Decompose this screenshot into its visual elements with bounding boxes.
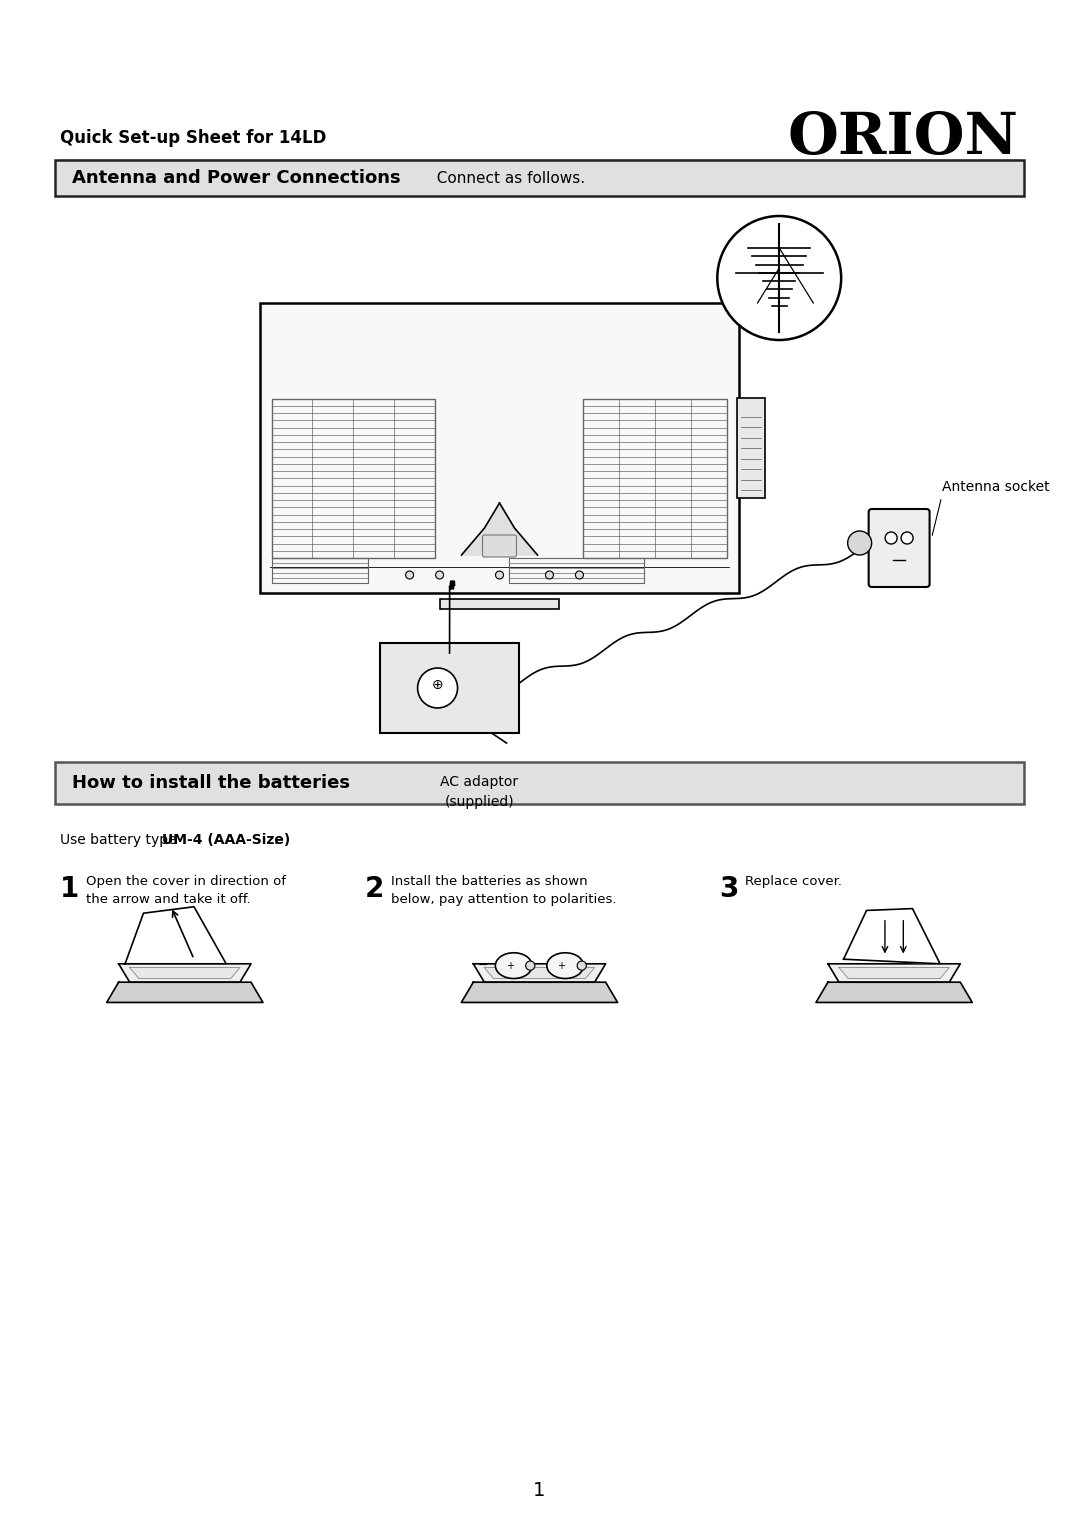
Polygon shape — [828, 964, 960, 983]
Polygon shape — [843, 909, 940, 964]
Text: ⊕: ⊕ — [432, 678, 444, 692]
Polygon shape — [484, 967, 595, 978]
FancyBboxPatch shape — [440, 599, 559, 610]
Text: Antenna and Power Connections: Antenna and Power Connections — [72, 170, 401, 186]
Circle shape — [886, 532, 897, 544]
Text: Quick Set-up Sheet for 14LD: Quick Set-up Sheet for 14LD — [60, 128, 326, 147]
Text: 2: 2 — [365, 876, 384, 903]
Polygon shape — [461, 983, 618, 1002]
Circle shape — [435, 571, 444, 579]
Ellipse shape — [546, 953, 583, 978]
Text: 1: 1 — [534, 1481, 545, 1499]
Text: Connect as follows.: Connect as follows. — [427, 171, 584, 185]
Text: UM-4 (AAA-Size): UM-4 (AAA-Size) — [162, 833, 291, 847]
FancyBboxPatch shape — [55, 762, 1024, 804]
Text: 1: 1 — [60, 876, 79, 903]
Polygon shape — [839, 967, 949, 978]
FancyBboxPatch shape — [738, 397, 766, 498]
Text: Antenna socket: Antenna socket — [942, 480, 1049, 494]
Polygon shape — [816, 983, 972, 1002]
Circle shape — [418, 668, 458, 707]
Text: +: + — [557, 961, 566, 970]
Circle shape — [496, 571, 503, 579]
Circle shape — [577, 961, 586, 970]
Polygon shape — [461, 503, 538, 555]
Text: Install the batteries as shown
below, pay attention to polarities.: Install the batteries as shown below, pa… — [391, 876, 616, 906]
Polygon shape — [107, 983, 262, 1002]
Circle shape — [406, 571, 414, 579]
Circle shape — [717, 215, 841, 341]
FancyBboxPatch shape — [260, 303, 740, 593]
Polygon shape — [130, 967, 240, 978]
Text: Replace cover.: Replace cover. — [745, 876, 842, 888]
Text: Open the cover in direction of
the arrow and take it off.: Open the cover in direction of the arrow… — [86, 876, 286, 906]
Circle shape — [901, 532, 913, 544]
Text: How to install the batteries: How to install the batteries — [72, 775, 350, 792]
FancyBboxPatch shape — [868, 509, 930, 587]
Text: Use battery type: Use battery type — [60, 833, 181, 847]
Polygon shape — [473, 964, 606, 983]
Circle shape — [545, 571, 553, 579]
Circle shape — [576, 571, 583, 579]
Polygon shape — [125, 906, 226, 964]
Circle shape — [848, 532, 872, 555]
Text: 3: 3 — [719, 876, 739, 903]
Text: AC adaptor
(supplied): AC adaptor (supplied) — [441, 775, 518, 808]
FancyBboxPatch shape — [483, 535, 516, 558]
Circle shape — [526, 961, 535, 970]
Text: ORION: ORION — [788, 110, 1020, 167]
Text: .: . — [273, 833, 279, 847]
Polygon shape — [119, 964, 251, 983]
Text: −: − — [477, 960, 488, 972]
Ellipse shape — [496, 953, 532, 978]
FancyBboxPatch shape — [55, 160, 1024, 196]
Text: +: + — [507, 961, 514, 970]
FancyBboxPatch shape — [380, 643, 519, 733]
